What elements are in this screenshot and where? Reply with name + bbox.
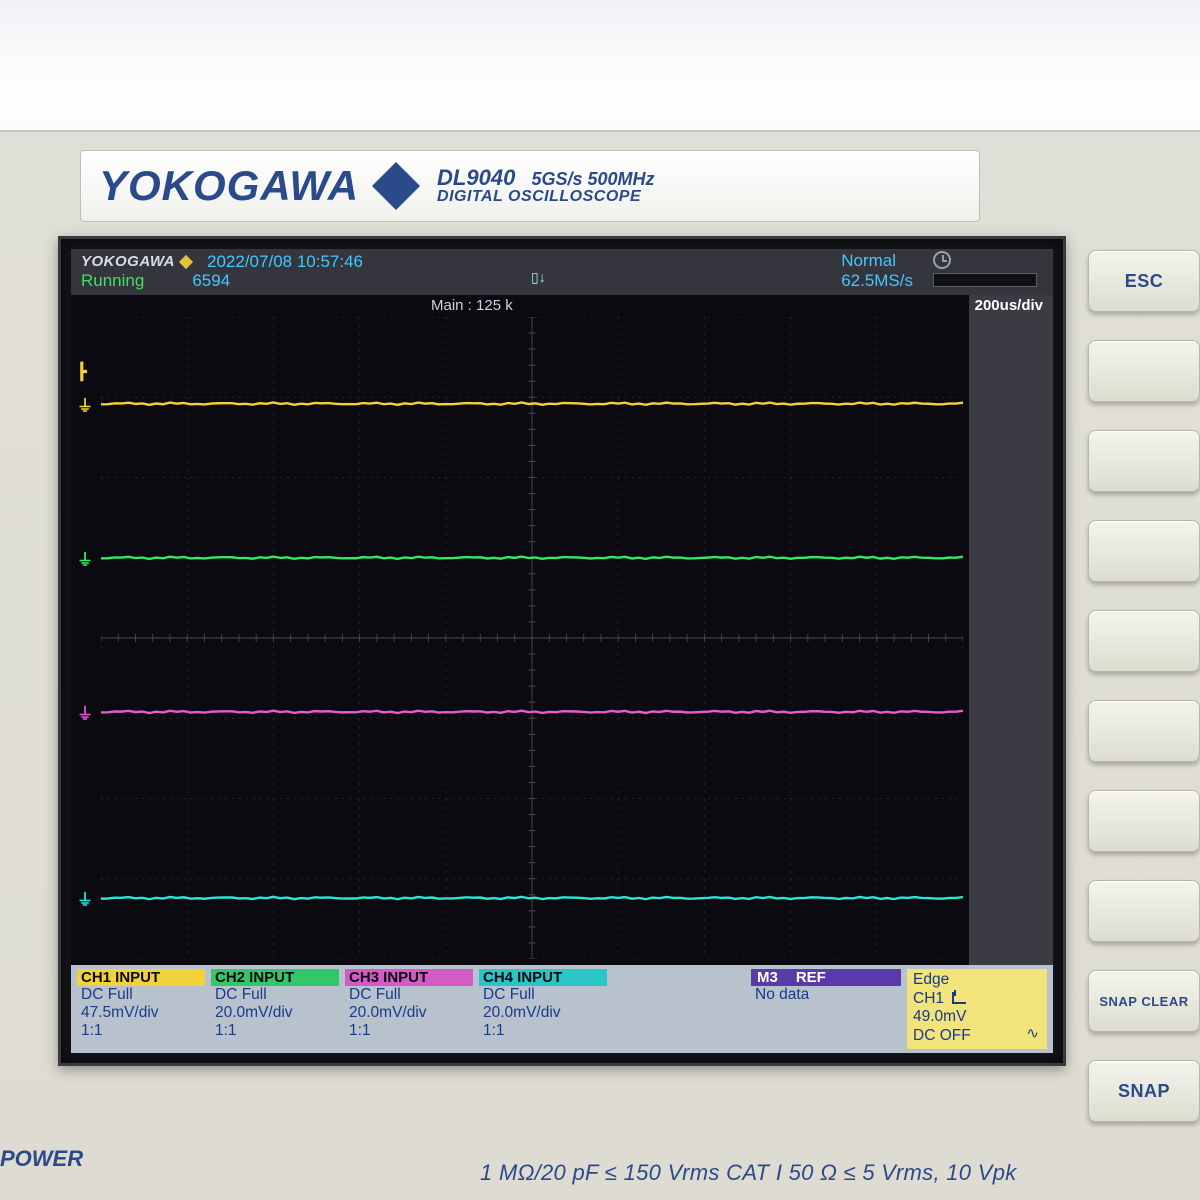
softkey-6-button[interactable]: . [1088, 790, 1200, 852]
trigger-coupling: DC OFF [913, 1027, 1041, 1046]
trigger-type: Edge [913, 971, 1041, 990]
ref-label: REF [796, 969, 826, 986]
brand-diamond-icon [372, 162, 420, 210]
ch4-tab: CH4 INPUT [479, 969, 607, 986]
acq-status: Running [81, 272, 144, 291]
ch2-ground-marker: ⏚ [77, 546, 93, 570]
noise-reject-icon: ∿ [1026, 1025, 1039, 1043]
trigger-level-marker: ┣ [77, 362, 87, 382]
softkey-2-button[interactable]: . [1088, 430, 1200, 492]
ch4-info[interactable]: CH4 INPUT DC Full 20.0mV/div 1:1 [479, 969, 607, 1049]
ch4-probe: 1:1 [483, 1022, 603, 1040]
ch1-info[interactable]: CH1 INPUT DC Full 47.5mV/div 1:1 [77, 969, 205, 1049]
ch4-scale: 20.0mV/div [483, 1004, 603, 1022]
ch1-coupling: DC Full [81, 986, 201, 1004]
esc-button[interactable]: ESC [1088, 250, 1200, 312]
ch2-tab: CH2 INPUT [211, 969, 339, 986]
model-subtitle: DIGITAL OSCILLOSCOPE [437, 189, 654, 206]
math-ref-body: No data [751, 986, 901, 1004]
ch3-ground-marker: ⏚ [77, 700, 93, 724]
lcd-brand: YOKOGAWA [81, 254, 175, 271]
progress-bar [933, 273, 1037, 287]
trigger-position-icon: ▯↓ [531, 269, 546, 286]
lcd-datetime: 2022/07/08 10:57:46 [207, 253, 363, 272]
record-length-label: Main : 125 k [431, 297, 513, 317]
input-rating-label: 1 MΩ/20 pF ≤ 150 Vrms CAT I 50 Ω ≤ 5 Vrm… [480, 1160, 1017, 1186]
trigger-info[interactable]: Edge CH1 49.0mV DC OFF ∿ [907, 969, 1047, 1049]
model-block: DL9040 5GS/s 500MHz DIGITAL OSCILLOSCOPE [437, 166, 654, 206]
ch1-tab: CH1 INPUT [77, 969, 205, 986]
trigger-source: CH1 [913, 990, 944, 1007]
lcd-screen: YOKOGAWA 2022/07/08 10:57:46 Running 659… [71, 249, 1053, 1053]
ch1-ground-marker: ⏚ [77, 392, 93, 416]
waveform-grid [101, 317, 963, 959]
ch1-scale: 47.5mV/div [81, 1004, 201, 1022]
power-label: POWER [0, 1146, 83, 1172]
softkey-5-button[interactable]: . [1088, 700, 1200, 762]
ch3-coupling: DC Full [349, 986, 469, 1004]
sample-rate: 62.5MS/s [841, 271, 913, 291]
lcd-footer: CH1 INPUT DC Full 47.5mV/div 1:1 CH2 INP… [71, 965, 1053, 1053]
clock-icon [933, 251, 951, 269]
trigger-mode: Normal [841, 251, 913, 271]
timebase-label: 200us/div [975, 297, 1043, 317]
softkey-7-button[interactable]: . [1088, 880, 1200, 942]
ch3-tab: CH3 INPUT [345, 969, 473, 986]
softkey-4-button[interactable]: . [1088, 610, 1200, 672]
model-number: DL9040 [437, 165, 515, 190]
lcd-brand-diamond-icon [179, 255, 193, 269]
ch1-probe: 1:1 [81, 1022, 201, 1040]
snap-button[interactable]: SNAP [1088, 1060, 1200, 1122]
acq-progress [933, 251, 1043, 287]
softkey-1-button[interactable]: . [1088, 340, 1200, 402]
ch4-ground-marker: ⏚ [77, 886, 93, 910]
math-ref-info[interactable]: M3 REF No data [751, 969, 901, 1049]
acq-count: 6594 [192, 272, 230, 291]
ch3-probe: 1:1 [349, 1022, 469, 1040]
ch3-info[interactable]: CH3 INPUT DC Full 20.0mV/div 1:1 [345, 969, 473, 1049]
ch2-probe: 1:1 [215, 1022, 335, 1040]
waveform-area[interactable]: Main : 125 k 200us/div ⏚ ⏚ ⏚ ⏚ ┣ [71, 295, 1053, 965]
trigger-level: 49.0mV [913, 1008, 1041, 1027]
lcd-header: YOKOGAWA 2022/07/08 10:57:46 Running 659… [71, 249, 1053, 295]
softkey-gutter [969, 295, 1053, 965]
model-specs: 5GS/s 500MHz [531, 169, 654, 189]
snap-clear-button[interactable]: SNAP CLEAR [1088, 970, 1200, 1032]
ch2-coupling: DC Full [215, 986, 335, 1004]
side-button-column: ESC . . . . . . . SNAP CLEAR SNAP [1088, 250, 1200, 1122]
ch2-info[interactable]: CH2 INPUT DC Full 20.0mV/div 1:1 [211, 969, 339, 1049]
math-label: M3 [757, 969, 778, 986]
brand-wordmark: YOKOGAWA [99, 162, 359, 210]
branding-strip: YOKOGAWA DL9040 5GS/s 500MHz DIGITAL OSC… [80, 150, 980, 222]
softkey-3-button[interactable]: . [1088, 520, 1200, 582]
ch2-scale: 20.0mV/div [215, 1004, 335, 1022]
ch3-scale: 20.0mV/div [349, 1004, 469, 1022]
ch4-coupling: DC Full [483, 986, 603, 1004]
rising-edge-icon [952, 992, 966, 1004]
lcd-bezel: YOKOGAWA 2022/07/08 10:57:46 Running 659… [58, 236, 1066, 1066]
math-ref-tab: M3 REF [751, 969, 901, 986]
